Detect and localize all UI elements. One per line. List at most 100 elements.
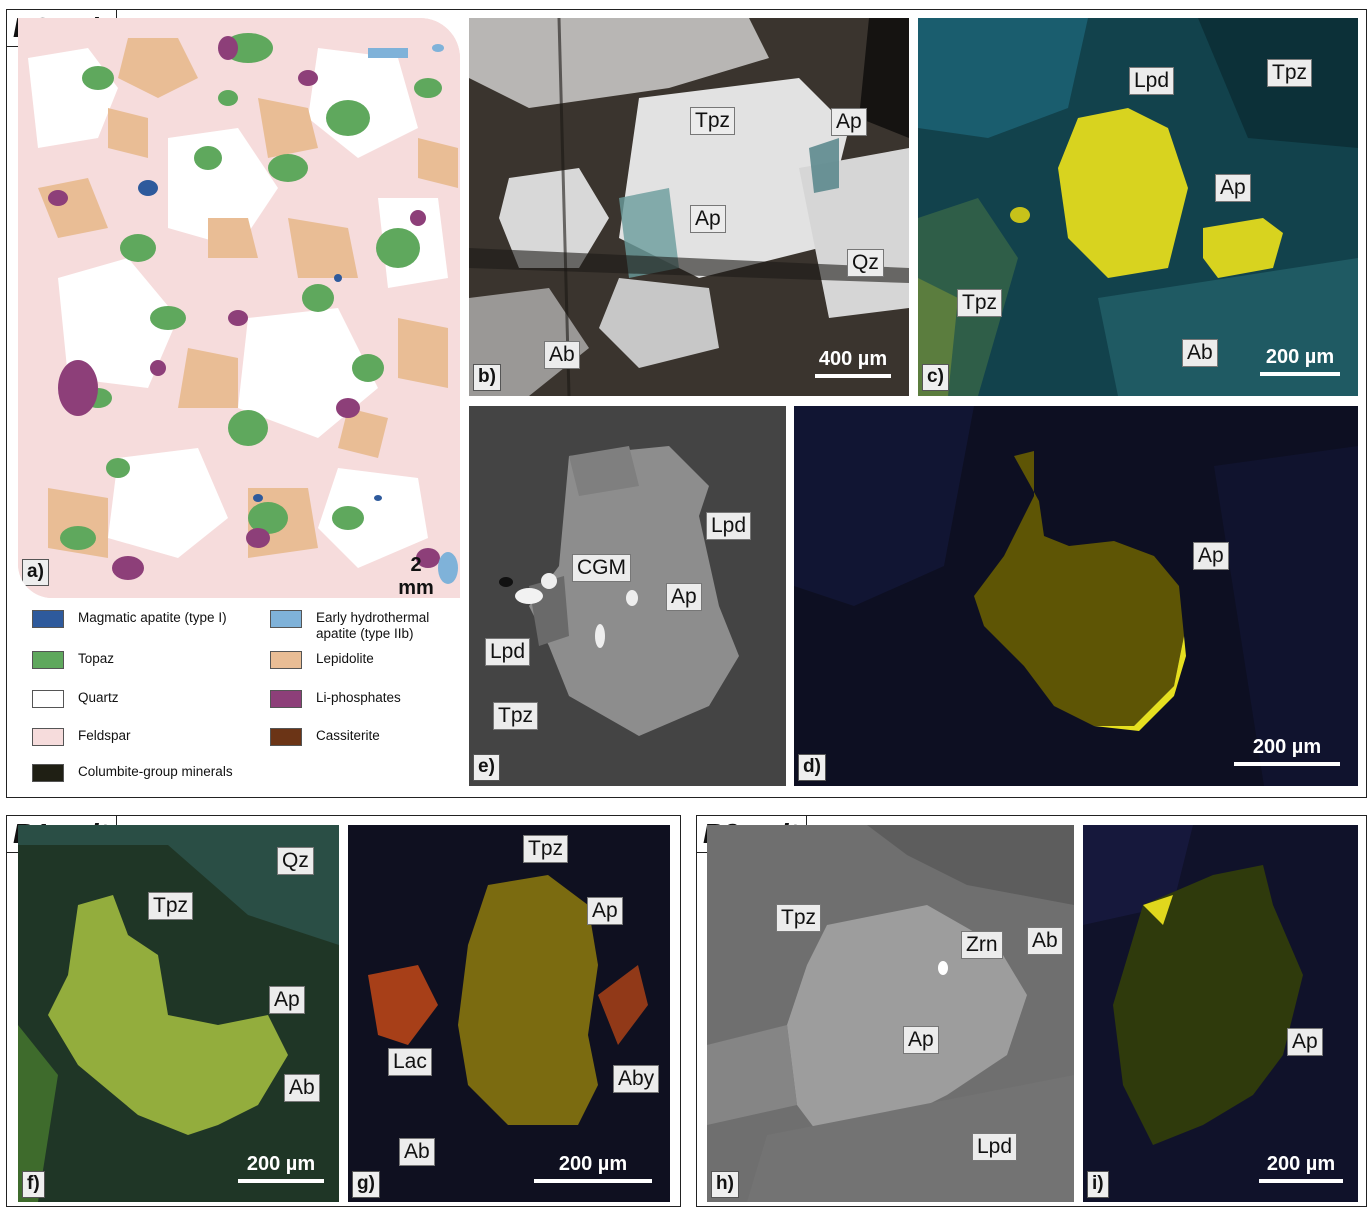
legend-item: Columbite-group minerals	[32, 764, 278, 782]
panel-b-scale-line	[815, 374, 891, 378]
panel-g-label-lac: Lac	[388, 1048, 432, 1077]
panel-g-scale-label: 200 µm	[558, 1153, 628, 1175]
panel-e-label-lpd-2: Lpd	[485, 638, 531, 667]
panel-f-label-ap: Ap	[269, 986, 305, 1015]
legend-item: Quartz	[32, 690, 228, 708]
legend-item: Feldspar	[32, 728, 228, 746]
legend-label: Quartz	[78, 690, 119, 705]
panel-e-letter: e)	[473, 754, 500, 781]
legend-label: Early hydrothermal apatite (type IIb)	[316, 610, 430, 641]
panel-g-scale-line	[534, 1179, 652, 1183]
legend-item: Magmatic apatite (type I)	[32, 610, 228, 628]
panel-e-label-lpd-1: Lpd	[706, 512, 752, 541]
panel-i-scale-label: 200 µm	[1266, 1153, 1336, 1175]
legend-item: Early hydrothermal apatite (type IIb)	[270, 610, 466, 641]
panel-c-micrograph: Lpd Tpz Ap Tpz Ab c) 200 µm	[918, 18, 1358, 396]
panel-h-label-zrn: Zrn	[961, 931, 1003, 960]
legend-swatch-feldspar	[32, 728, 64, 746]
legend: Magmatic apatite (type I) Early hydrothe…	[32, 606, 452, 786]
panel-c-scale-label: 200 µm	[1265, 346, 1335, 368]
panel-a-scale-bar: 2 mm	[390, 554, 442, 598]
panel-b-label-ab: Ab	[544, 341, 580, 370]
panel-g-label-ab: Ab	[399, 1138, 435, 1167]
legend-label: Columbite-group minerals	[78, 764, 233, 779]
legend-swatch-early-hydrothermal-apatite	[270, 610, 302, 628]
panel-d-micrograph: Ap d) 200 µm	[794, 406, 1358, 786]
legend-swatch-quartz	[32, 690, 64, 708]
panel-c-label-tpz-1: Tpz	[1267, 59, 1313, 88]
panel-h-label-ap: Ap	[903, 1026, 939, 1055]
mineral-map-image	[18, 18, 460, 598]
panel-b-scale-bar: 400 µm	[815, 348, 891, 378]
legend-swatch-cassiterite	[270, 728, 302, 746]
panel-g-letter: g)	[352, 1171, 380, 1198]
panel-b-label-ap-1: Ap	[690, 205, 726, 234]
panel-g-scale-bar: 200 µm	[534, 1153, 652, 1183]
panel-a-mineral-map: a) 2 mm	[18, 18, 460, 598]
panel-h-letter: h)	[711, 1171, 739, 1198]
panel-c-label-ab: Ab	[1182, 339, 1218, 368]
panel-c-label-ap: Ap	[1215, 174, 1251, 203]
legend-swatch-li-phosphates	[270, 690, 302, 708]
panel-g-label-tpz: Tpz	[523, 835, 569, 864]
panel-f-label-tpz: Tpz	[148, 892, 194, 921]
panel-b-label-ap-2: Ap	[831, 108, 867, 137]
panel-h-image	[707, 825, 1074, 1202]
panel-c-label-tpz-2: Tpz	[957, 289, 1003, 318]
panel-e-label-tpz: Tpz	[493, 702, 539, 731]
legend-swatch-topaz	[32, 651, 64, 669]
panel-e-micrograph: Lpd CGM Ap Lpd Tpz e)	[469, 406, 786, 786]
panel-i-letter: i)	[1087, 1171, 1109, 1198]
panel-b-image	[469, 18, 909, 396]
legend-item: Lepidolite	[270, 651, 466, 669]
panel-b-letter: b)	[473, 364, 501, 391]
panel-c-scale-line	[1260, 372, 1340, 376]
panel-a-letter: a)	[22, 559, 49, 586]
panel-d-scale-label: 200 µm	[1252, 736, 1322, 758]
legend-label: Magmatic apatite (type I)	[78, 610, 227, 625]
legend-swatch-lepidolite	[270, 651, 302, 669]
panel-f-scale-label: 200 µm	[246, 1153, 316, 1175]
panel-c-label-lpd: Lpd	[1129, 67, 1175, 96]
panel-c-letter: c)	[922, 364, 949, 391]
panel-d-scale-line	[1234, 762, 1340, 766]
legend-item: Li-phosphates	[270, 690, 466, 708]
panel-i-scale-bar: 200 µm	[1259, 1153, 1343, 1183]
legend-label: Lepidolite	[316, 651, 374, 666]
b2-unit-frame	[6, 9, 1367, 798]
legend-label: Topaz	[78, 651, 115, 666]
panel-i-scale-line	[1259, 1179, 1343, 1183]
panel-i-label-ap: Ap	[1287, 1028, 1323, 1057]
panel-b-label-qz: Qz	[847, 249, 884, 278]
panel-h-label-ab: Ab	[1027, 927, 1063, 956]
panel-b-scale-label: 400 µm	[818, 348, 888, 370]
panel-e-label-cgm: CGM	[572, 554, 631, 583]
panel-i-image	[1083, 825, 1358, 1202]
panel-g-micrograph: Tpz Ap Lac Aby Ab g) 200 µm	[348, 825, 670, 1202]
panel-b-label-tpz: Tpz	[690, 107, 736, 136]
panel-d-letter: d)	[798, 754, 826, 781]
panel-f-scale-line	[238, 1179, 324, 1183]
panel-g-label-ap: Ap	[587, 897, 623, 926]
panel-f-letter: f)	[22, 1171, 45, 1198]
legend-swatch-columbite	[32, 764, 64, 782]
panel-i-micrograph: Ap i) 200 µm	[1083, 825, 1358, 1202]
panel-d-scale-bar: 200 µm	[1234, 736, 1340, 766]
panel-g-image	[348, 825, 670, 1202]
panel-h-micrograph: Tpz Zrn Ab Ap Lpd h)	[707, 825, 1074, 1202]
legend-swatch-magmatic-apatite	[32, 610, 64, 628]
panel-f-micrograph: Qz Tpz Ap Ab f) 200 µm	[18, 825, 339, 1202]
panel-b-micrograph: Tpz Ap Ap Qz Ab b) 400 µm	[469, 18, 909, 396]
panel-f-scale-bar: 200 µm	[238, 1153, 324, 1183]
legend-item: Topaz	[32, 651, 228, 669]
legend-item: Cassiterite	[270, 728, 466, 746]
legend-label: Feldspar	[78, 728, 131, 743]
panel-f-label-ab: Ab	[284, 1074, 320, 1103]
legend-label: Cassiterite	[316, 728, 380, 743]
legend-label: Li-phosphates	[316, 690, 401, 705]
panel-h-label-lpd: Lpd	[972, 1133, 1018, 1162]
panel-h-label-tpz: Tpz	[776, 904, 822, 933]
panel-g-label-aby: Aby	[613, 1065, 660, 1094]
panel-d-image	[794, 406, 1358, 786]
panel-a-scale-label: 2 mm	[398, 554, 434, 598]
